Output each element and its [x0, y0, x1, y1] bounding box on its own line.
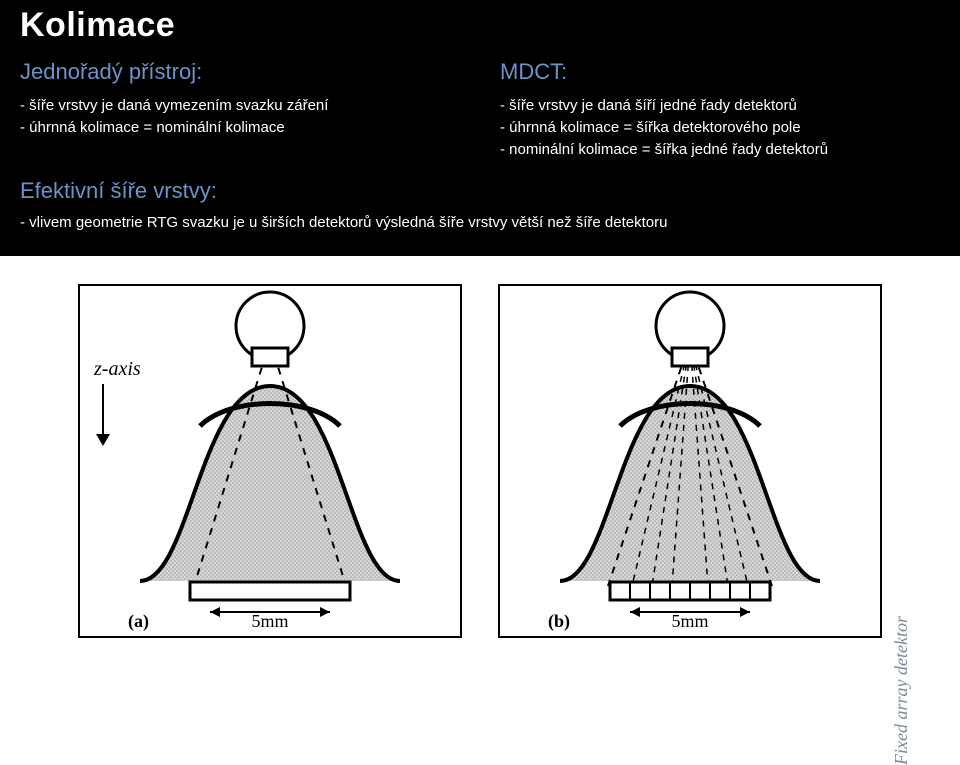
slide-header: Kolimace Jednořadý přístroj: - šíře vrst… [0, 0, 960, 256]
left-heading: Jednořadý přístroj: [20, 59, 460, 85]
panel-a-svg [80, 286, 460, 636]
right-heading: MDCT: [500, 59, 940, 85]
panel-b-width-label: 5mm [671, 611, 708, 632]
right-column: MDCT: - šíře vrstvy je daná šíří jedné ř… [500, 59, 940, 160]
detector-array [610, 582, 770, 600]
z-axis-label: z-axis [94, 358, 141, 381]
z-axis-line [102, 384, 104, 438]
right-line-3: - nominální kolimace = šířka jedné řady … [500, 139, 940, 161]
right-line-1: - šíře vrstvy je daná šíří jedné řady de… [500, 95, 940, 117]
width-arrow-left-icon [210, 607, 220, 617]
detector-single [190, 582, 350, 600]
fixed-array-label: Fixed array detektor [891, 616, 912, 765]
z-axis-arrow-icon [96, 434, 110, 446]
collimator-icon [672, 348, 708, 366]
panel-b-caption: (b) [548, 611, 570, 632]
eff-line: - vlivem geometrie RTG svazku je u širší… [20, 212, 940, 234]
figure-area: z-axis [0, 256, 960, 650]
collimator-icon [252, 348, 288, 366]
columns: Jednořadý přístroj: - šíře vrstvy je dan… [20, 59, 940, 160]
slide-title: Kolimace [20, 6, 940, 45]
width-arrow-right-icon [320, 607, 330, 617]
eff-heading: Efektivní šíře vrstvy: [20, 178, 940, 204]
panel-b-svg [500, 286, 880, 636]
slice-profile-curve [560, 386, 820, 581]
left-line-2: - úhrnná kolimace = nominální kolimace [20, 117, 460, 139]
left-line-1: - šíře vrstvy je daná vymezením svazku z… [20, 95, 460, 117]
width-arrow-left-icon [630, 607, 640, 617]
right-line-2: - úhrnná kolimace = šířka detektorového … [500, 117, 940, 139]
panel-a: z-axis [78, 284, 462, 638]
slice-profile-curve [140, 386, 400, 581]
panel-a-caption: (a) [128, 611, 149, 632]
panel-b: 5mm (b) [498, 284, 882, 638]
width-arrow-right-icon [740, 607, 750, 617]
panel-a-width-label: 5mm [251, 611, 288, 632]
left-column: Jednořadý přístroj: - šíře vrstvy je dan… [20, 59, 460, 160]
